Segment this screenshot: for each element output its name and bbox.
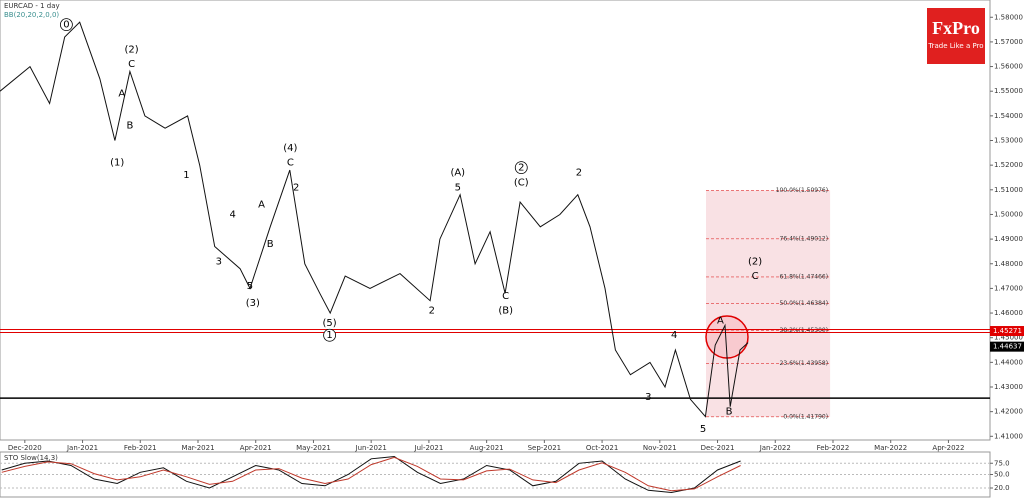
wave-label: (2) <box>125 44 139 55</box>
x-tick-label: Mar-2022 <box>874 444 907 452</box>
wave-label: 1 <box>326 330 332 341</box>
x-tick-label: Jan-2021 <box>66 444 98 452</box>
series-line <box>1 455 741 494</box>
y-tick-label: 1.42000 <box>994 408 1023 416</box>
wave-circle <box>59 18 73 32</box>
y-tick-label: 1.55000 <box>994 87 1023 95</box>
wave-label: 5 <box>700 424 706 435</box>
price-pane <box>0 0 991 441</box>
x-tick-label: Nov-2021 <box>643 444 677 452</box>
x-tick-label: May-2021 <box>296 444 331 452</box>
wave-label: B <box>726 407 733 418</box>
wave-label: (4) <box>283 143 297 154</box>
wave-label: 2 <box>429 306 435 317</box>
y-tick-label: 1.49000 <box>994 235 1023 243</box>
wave-label: 4 <box>229 209 235 220</box>
x-tick-label: Apr-2021 <box>240 444 272 452</box>
series-line <box>1 456 741 492</box>
wave-label: 2 <box>518 163 524 174</box>
wave-label: C <box>287 158 294 169</box>
resistance-tag <box>990 326 1024 337</box>
y-tick-label: 1.47000 <box>994 284 1023 292</box>
wave-label: (1) <box>110 158 124 169</box>
wave-label: 0 <box>63 20 69 31</box>
wave-label: 3 <box>216 256 222 267</box>
wave-label: (5) <box>323 318 337 329</box>
fib-label: 100.0%(1.50976) <box>776 187 828 194</box>
wave-label: A <box>258 200 265 211</box>
wave-label: (B) <box>498 306 513 317</box>
fib-label: 0.0%(1.41790) <box>783 413 828 420</box>
series-line <box>0 21 749 418</box>
x-tick-label: Jul-2021 <box>414 444 444 452</box>
y-tick-label: 1.46000 <box>994 309 1023 317</box>
x-tick-label: Jan-2022 <box>759 444 791 452</box>
y-tick-label: 1.50000 <box>994 210 1023 218</box>
x-tick-label: Feb-2022 <box>817 444 850 452</box>
wave-label: (3) <box>246 298 260 309</box>
wave-circle <box>323 328 337 342</box>
last-price-tag <box>990 341 1024 352</box>
x-tick-label: Dec-2020 <box>8 444 42 452</box>
x-tick-label: Aug-2021 <box>470 444 504 452</box>
wave-label: C <box>752 271 759 282</box>
wave-label: 5 <box>247 281 253 292</box>
y-tick-label: 1.44000 <box>994 358 1023 366</box>
x-tick-label: Oct-2021 <box>586 444 618 452</box>
y-tick-label: 1.52000 <box>994 161 1023 169</box>
fib-label: 61.8%(1.47466) <box>780 273 829 280</box>
y-tick-label: 1.43000 <box>994 383 1023 391</box>
fib-label: 76.4%(1.49012) <box>780 235 829 242</box>
wave-label: 2 <box>576 168 582 179</box>
tagline: Trade Like a Pro <box>927 42 983 50</box>
wave-label: A <box>118 89 125 100</box>
wave-label: (2) <box>748 256 762 267</box>
wave-label: B <box>267 239 274 250</box>
x-tick-label: Dec-2021 <box>701 444 735 452</box>
wave-label: 2 <box>293 182 299 193</box>
wave-label: (C) <box>514 177 529 188</box>
wave-label: 4 <box>671 330 677 341</box>
logo-box <box>927 8 985 64</box>
sto-title: STO Slow(14,3) <box>4 454 58 462</box>
x-tick-label: Feb-2021 <box>124 444 157 452</box>
fib-label: 23.6%(1.43958) <box>780 360 829 367</box>
wave-label: 5 <box>455 182 461 193</box>
wave-label: C <box>128 59 135 70</box>
x-tick-label: Apr-2022 <box>932 444 964 452</box>
y-tick-label: 1.45000 <box>994 334 1023 342</box>
symbol-label: EURCAD - 1 day <box>4 2 60 10</box>
y-tick-label: 75.0 <box>994 459 1010 467</box>
wave-label: 1 <box>183 170 189 181</box>
wave-label: C <box>502 291 509 302</box>
resistance-label: 1.45271 <box>993 327 1022 335</box>
y-tick-label: 50.0 <box>994 471 1010 479</box>
y-tick-label: 1.51000 <box>994 186 1023 194</box>
logo: FxPro <box>932 18 980 38</box>
wave-label: A <box>717 315 724 326</box>
fib-label: 38.2%(1.45300) <box>780 327 829 334</box>
last-price-label: 1.44637 <box>993 343 1022 351</box>
wave-label: B <box>126 121 133 132</box>
y-tick-label: 1.48000 <box>994 260 1023 268</box>
y-tick-label: 1.58000 <box>994 13 1023 21</box>
y-tick-label: 1.56000 <box>994 63 1023 71</box>
y-tick-label: 1.41000 <box>994 432 1023 440</box>
fib-label: 50.0%(1.46384) <box>780 300 829 307</box>
y-tick-label: 20.0 <box>994 484 1010 492</box>
y-tick-label: 1.54000 <box>994 112 1023 120</box>
indicator-label: BB(20,20,2,0,0) <box>4 11 59 19</box>
x-tick-label: Jun-2021 <box>355 444 387 452</box>
x-tick-label: Mar-2021 <box>181 444 214 452</box>
y-tick-label: 1.57000 <box>994 38 1023 46</box>
x-tick-label: Sep-2021 <box>528 444 562 452</box>
wave-label: 3 <box>645 392 651 403</box>
wave-label: (A) <box>450 168 465 179</box>
wave-circle <box>514 161 528 175</box>
y-tick-label: 1.53000 <box>994 137 1023 145</box>
